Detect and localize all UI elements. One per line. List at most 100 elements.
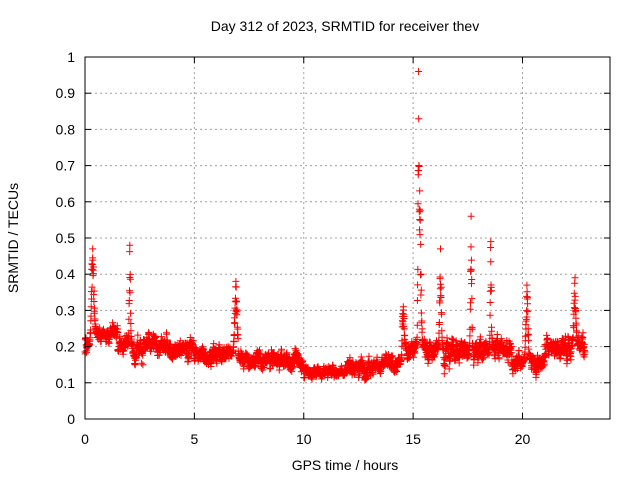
data-point [416,207,424,215]
x-tick-label: 0 [81,431,89,447]
data-point [524,308,532,316]
data-point [487,258,495,266]
data-point [523,281,531,289]
data-point [417,271,424,279]
data-point [415,205,423,213]
y-tick-label: 0.6 [56,194,76,210]
data-point [467,256,475,264]
data-point [417,286,425,294]
data-point [416,187,424,195]
y-tick-label: 0 [67,411,75,427]
y-tick-label: 0.7 [56,158,76,174]
data-point [400,315,408,322]
data-point [399,303,407,311]
data-point [468,295,476,303]
data-points [81,68,589,384]
data-point [90,287,98,295]
data-point [402,338,410,346]
data-point [579,340,587,348]
x-tick-label: 5 [190,431,198,447]
data-point [125,315,133,323]
data-point [540,360,548,368]
data-point [413,333,421,341]
data-point [523,313,531,321]
data-point [495,355,503,363]
data-point [127,309,135,317]
data-point [415,163,423,170]
data-point [89,270,97,278]
data-point [278,345,285,353]
data-point [414,200,422,208]
data-point [398,350,406,358]
data-point [425,355,433,363]
data-point [437,280,444,288]
data-point [232,277,240,285]
data-point [436,273,444,281]
data-point [455,359,463,367]
data-point [437,245,444,253]
data-point [127,320,135,327]
data-point [210,340,218,348]
data-point [138,359,146,367]
data-point [524,293,531,301]
data-point [365,352,373,360]
data-point [413,297,421,304]
data-point [90,298,98,305]
data-point [126,241,134,249]
data-point [128,335,136,343]
x-tick-label: 20 [515,431,531,447]
y-tick-label: 0.9 [56,85,76,101]
data-point [89,256,97,264]
data-point [413,321,421,329]
data-point [414,281,422,289]
data-point [234,335,242,343]
data-point [416,231,424,239]
axis-ticks: 00.10.20.30.40.50.60.70.80.910 5 10 15 20 [56,49,610,447]
data-point [467,299,474,307]
y-tick-label: 0.3 [56,302,76,318]
data-point [487,238,495,246]
data-point [139,361,147,369]
data-point [487,287,495,295]
data-point [126,275,134,283]
data-point [570,289,578,297]
data-point [260,364,268,371]
data-point [400,325,408,333]
data-point [467,266,475,274]
data-point [289,363,297,371]
data-point [521,343,529,351]
data-point [467,212,475,220]
data-point [231,319,239,327]
data-point [134,331,142,339]
data-point [523,307,531,315]
data-point [437,294,445,301]
data-point [418,317,426,325]
data-point [87,303,95,311]
data-point [389,352,397,360]
y-tick-label: 0.2 [56,339,76,355]
x-tick-label: 15 [405,431,421,447]
data-point [524,300,532,308]
data-point [466,332,474,340]
data-point [416,216,424,224]
data-point [487,244,495,251]
data-point [572,321,580,329]
data-point [466,305,474,313]
data-point [88,283,96,291]
data-point [468,276,476,283]
data-point [509,370,517,378]
y-axis-label: SRMTID / TECUs [5,183,21,293]
data-point [579,329,587,337]
data-point [567,356,575,364]
data-point [468,325,476,333]
data-point [438,310,446,318]
data-point [415,68,423,75]
data-point [467,243,475,251]
data-point [438,327,446,335]
data-point [417,309,425,317]
data-point [544,334,552,342]
data-point [441,363,449,371]
data-point [515,347,523,355]
data-point [445,365,453,373]
